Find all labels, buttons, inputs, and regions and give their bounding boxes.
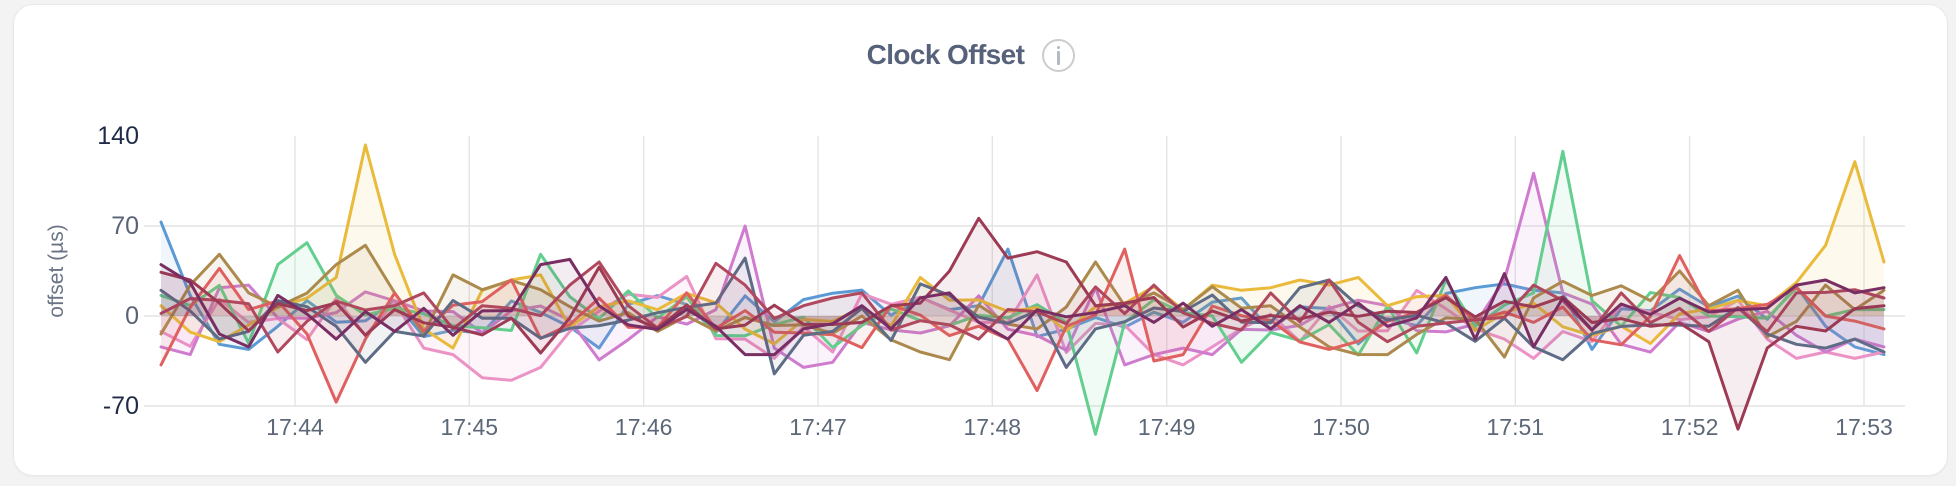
svg-text:-70: -70 bbox=[103, 392, 139, 420]
svg-text:17:45: 17:45 bbox=[441, 414, 499, 440]
svg-text:17:48: 17:48 bbox=[964, 414, 1022, 440]
svg-text:17:50: 17:50 bbox=[1312, 414, 1370, 440]
svg-text:17:47: 17:47 bbox=[789, 414, 847, 440]
svg-text:17:44: 17:44 bbox=[266, 414, 324, 440]
svg-text:140: 140 bbox=[97, 122, 139, 150]
svg-text:17:49: 17:49 bbox=[1138, 414, 1196, 440]
svg-text:70: 70 bbox=[111, 212, 139, 240]
svg-text:17:51: 17:51 bbox=[1487, 414, 1545, 440]
svg-text:17:46: 17:46 bbox=[615, 414, 673, 440]
svg-text:17:52: 17:52 bbox=[1661, 414, 1719, 440]
svg-text:0: 0 bbox=[125, 302, 139, 330]
svg-text:17:53: 17:53 bbox=[1835, 414, 1893, 440]
